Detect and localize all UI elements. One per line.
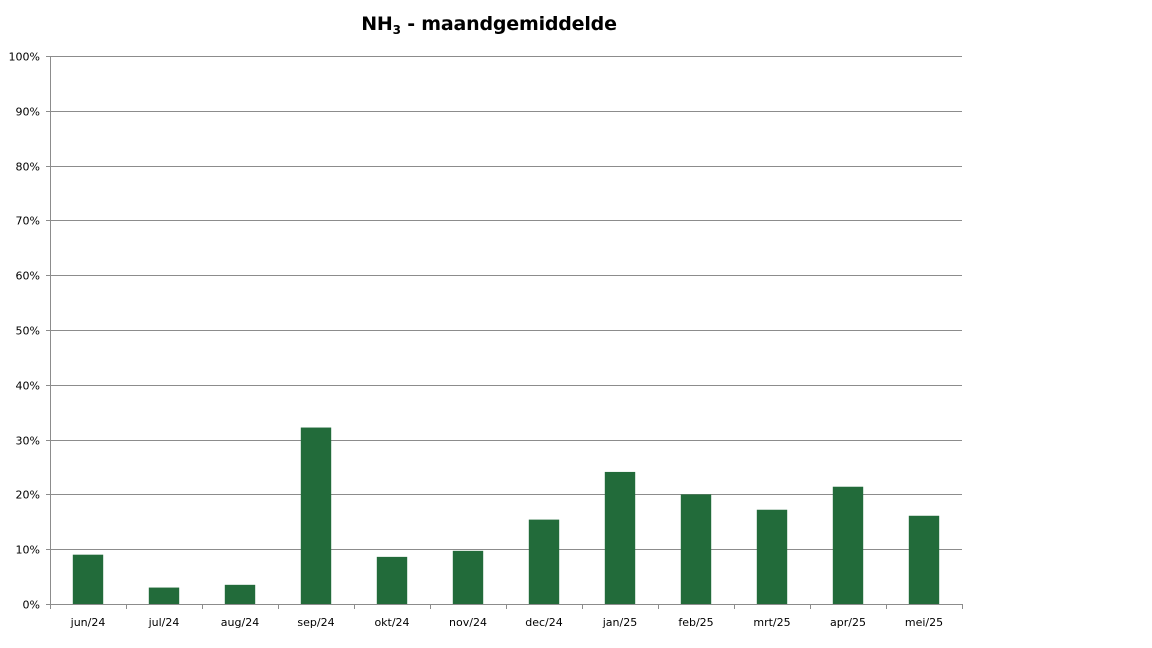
y-tick-label: 40% — [16, 380, 40, 393]
bar — [528, 519, 560, 604]
x-tick-label: nov/24 — [449, 616, 487, 629]
y-tick-label: 30% — [16, 435, 40, 448]
x-tick-label: mrt/25 — [753, 616, 790, 629]
y-tick-label: 60% — [16, 270, 40, 283]
tick-labels: 0% 10% 20% 30% 40% 50% 60% 70% 80% 90% 100% jun/24 j… — [9, 51, 944, 630]
y-tick-label: 100% — [9, 51, 40, 64]
chart-title: NH3 - maandgemiddelde — [0, 13, 978, 37]
y-tick-label: 50% — [16, 325, 40, 338]
y-tick-label: 0% — [23, 599, 40, 612]
x-tick-label: jul/24 — [148, 616, 180, 629]
bar — [148, 587, 180, 604]
x-tick-label: okt/24 — [374, 616, 409, 629]
axes — [46, 56, 963, 609]
y-tick-label: 80% — [16, 161, 40, 174]
bar — [452, 550, 484, 604]
y-tick-label: 70% — [16, 215, 40, 228]
x-tick-label: feb/25 — [678, 616, 713, 629]
x-tick-label: mei/25 — [905, 616, 943, 629]
chart-title-main: NH — [361, 13, 393, 35]
bar — [908, 515, 940, 604]
x-tick-label: jan/25 — [602, 616, 637, 629]
bar — [756, 509, 788, 604]
bar — [300, 427, 332, 604]
y-tick-label: 20% — [16, 489, 40, 502]
bar — [832, 486, 864, 604]
chart-title-subscript: 3 — [392, 23, 401, 37]
bar — [376, 556, 408, 604]
y-tick-label: 90% — [16, 106, 40, 119]
x-tick-label: jun/24 — [70, 616, 106, 629]
chart-title-suffix: - maandgemiddelde — [400, 13, 617, 35]
x-tick-label: aug/24 — [221, 616, 259, 629]
bar — [72, 554, 104, 604]
bars — [72, 427, 940, 604]
bar — [604, 471, 636, 604]
x-tick-label: apr/25 — [830, 616, 866, 629]
gridlines — [50, 56, 962, 550]
y-tick-label: 10% — [16, 544, 40, 557]
bar — [680, 494, 712, 604]
x-tick-label: dec/24 — [525, 616, 563, 629]
bar — [224, 584, 256, 604]
x-tick-label: sep/24 — [297, 616, 334, 629]
